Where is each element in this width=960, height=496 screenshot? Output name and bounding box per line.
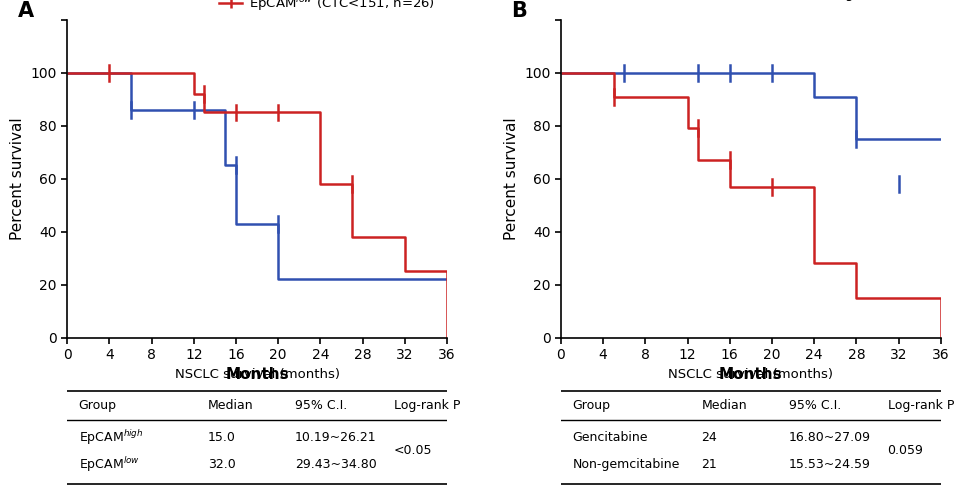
Text: 16.80~27.09: 16.80~27.09	[789, 431, 871, 444]
Text: 24: 24	[702, 431, 717, 444]
Text: Log-rank P: Log-rank P	[888, 399, 954, 412]
Text: EpCAM$^{low}$: EpCAM$^{low}$	[79, 455, 139, 474]
Text: 10.19~26.21: 10.19~26.21	[295, 431, 376, 444]
Text: Median: Median	[702, 399, 747, 412]
X-axis label: Months: Months	[719, 368, 782, 382]
Text: A: A	[18, 1, 34, 21]
Text: Group: Group	[572, 399, 611, 412]
Legend: EpCAM$^{high}$(CTC>151, n=10), EpCAM$^{low}$ (CTC<151, n=26): EpCAM$^{high}$(CTC>151, n=10), EpCAM$^{l…	[213, 0, 441, 18]
Text: <0.05: <0.05	[394, 444, 432, 457]
Text: 15.53~24.59: 15.53~24.59	[789, 458, 871, 471]
Text: 95% C.I.: 95% C.I.	[295, 399, 348, 412]
Text: Non-gemcitabine: Non-gemcitabine	[572, 458, 680, 471]
X-axis label: Months: Months	[226, 368, 289, 382]
Text: B: B	[512, 1, 527, 21]
Text: NSCLC survival (months): NSCLC survival (months)	[668, 368, 833, 380]
Y-axis label: Percent survival: Percent survival	[504, 118, 518, 240]
Text: 95% C.I.: 95% C.I.	[789, 399, 841, 412]
Legend: Gencitabine, Non-gemcitabine: Gencitabine, Non-gemcitabine	[780, 0, 934, 6]
Text: 0.059: 0.059	[888, 444, 924, 457]
Text: 29.43~34.80: 29.43~34.80	[295, 458, 377, 471]
Text: Group: Group	[79, 399, 116, 412]
Text: 15.0: 15.0	[207, 431, 235, 444]
Y-axis label: Percent survival: Percent survival	[10, 118, 25, 240]
Text: Gencitabine: Gencitabine	[572, 431, 648, 444]
Text: 21: 21	[702, 458, 717, 471]
Text: Log-rank P: Log-rank P	[394, 399, 460, 412]
Text: EpCAM$^{high}$: EpCAM$^{high}$	[79, 428, 143, 447]
Text: NSCLC survival (months): NSCLC survival (months)	[175, 368, 340, 380]
Text: 32.0: 32.0	[207, 458, 235, 471]
Text: Median: Median	[207, 399, 253, 412]
